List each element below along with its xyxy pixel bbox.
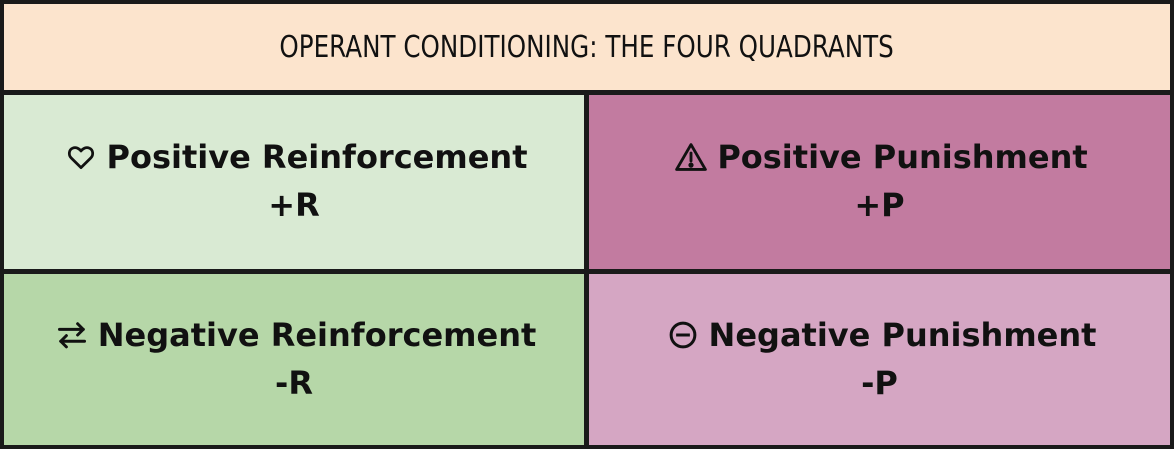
quadrant-positive-punishment: Positive Punishment +P [589, 95, 1170, 269]
quadrant-abbreviation: -P [861, 363, 898, 402]
quadrant-abbreviation: -R [275, 363, 313, 402]
quadrant-negative-reinforcement: Negative Reinforcement -R [4, 274, 584, 445]
swap-arrows-icon [52, 315, 92, 355]
quadrant-title: Positive Punishment [717, 138, 1088, 176]
quadrant-title: Positive Reinforcement [106, 138, 528, 176]
quadrant-abbreviation: +P [854, 186, 905, 224]
quadrant-title: Negative Reinforcement [97, 315, 537, 354]
heart-icon [61, 137, 101, 177]
table-header: OPERANT CONDITIONING: THE FOUR QUADRANTS [4, 4, 1170, 90]
header-title: OPERANT CONDITIONING: THE FOUR QUADRANTS [279, 29, 895, 65]
quadrant-positive-reinforcement: Positive Reinforcement +R [4, 95, 584, 269]
quadrant-negative-punishment: Negative Punishment -P [589, 274, 1170, 445]
warning-icon [671, 137, 711, 177]
minus-circle-icon [663, 315, 703, 355]
quadrant-title: Negative Punishment [708, 315, 1097, 354]
quadrant-abbreviation: +R [268, 186, 320, 224]
